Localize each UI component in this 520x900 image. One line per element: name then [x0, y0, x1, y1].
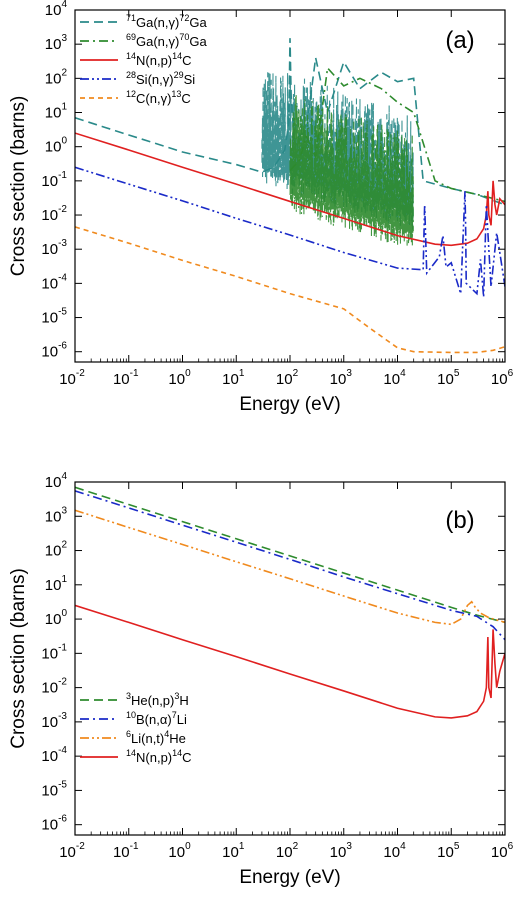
x-tick-label: 102 — [276, 368, 299, 388]
series-line-c-4 — [75, 226, 505, 354]
x-axis-label: Energy (eV) — [239, 867, 340, 888]
legend-entry: 14N(n,p)14C — [126, 748, 192, 765]
y-tick-label: 10-1 — [41, 642, 67, 662]
panel-label: (b) — [445, 507, 474, 534]
y-tick-label: 10-4 — [41, 745, 67, 765]
y-tick-label: 10-5 — [41, 307, 67, 327]
y-tick-label: 104 — [45, 471, 68, 491]
y-tick-label: 10-6 — [41, 814, 67, 834]
x-tick-label: 106 — [491, 841, 514, 861]
series-group — [75, 486, 505, 719]
x-tick-label: 10-2 — [59, 368, 85, 388]
x-tick-label: 100 — [168, 368, 191, 388]
x-tick-label: 103 — [330, 368, 353, 388]
x-tick-label: 10-2 — [59, 841, 85, 861]
y-tick-label: 101 — [45, 574, 68, 594]
series-line-c-3 — [75, 604, 505, 719]
legend-entry: 28Si(n,γ)29Si — [126, 70, 195, 87]
y-tick-label: 10-3 — [41, 711, 67, 731]
legend-entry: 6Li(n,t)4He — [126, 729, 186, 746]
x-tick-label: 100 — [168, 841, 191, 861]
panel-label: (a) — [445, 27, 474, 54]
resonance-forest-1 — [289, 95, 414, 246]
series-line-h-0 — [75, 486, 505, 624]
y-tick-label: 103 — [45, 505, 68, 525]
y-tick-label: 10-1 — [41, 170, 67, 190]
legend-entry: 10B(n,α)7Li — [126, 710, 187, 727]
y-tick-label: 102 — [45, 67, 68, 87]
legend-entry: 14N(n,p)14C — [126, 51, 192, 68]
y-tick-label: 10-2 — [41, 204, 67, 224]
legend-entry: 71Ga(n,γ)72Ga — [126, 13, 207, 30]
x-tick-label: 103 — [330, 841, 353, 861]
series-line-he-2 — [75, 509, 505, 626]
x-tick-label: 104 — [383, 368, 406, 388]
x-tick-label: 106 — [491, 368, 514, 388]
legend-entry: 12C(n,γ)13C — [126, 89, 191, 106]
legend-entry: 69Ga(n,γ)70Ga — [126, 32, 207, 49]
series-line-li-1 — [75, 490, 505, 641]
series-line-ga-1 — [289, 66, 505, 203]
y-tick-label: 10-6 — [41, 341, 67, 361]
series-line-c-2 — [75, 132, 505, 247]
panel-b-chart: 10-2 10-1 100 101 102 103 104 105 106 10-6 10-5 10-… — [8, 471, 514, 888]
series-group — [75, 38, 505, 354]
plot-frame — [74, 481, 506, 836]
y-axis-label: Cross section (barns) — [8, 96, 29, 277]
x-tick-label: 101 — [222, 841, 245, 861]
series-line-si-3 — [75, 166, 505, 298]
y-tick-label: 10-2 — [41, 677, 67, 697]
series-line-ga-0 — [75, 38, 505, 206]
x-tick-label: 102 — [276, 841, 299, 861]
panel-a-chart: 10-2 10-1 100 101 102 103 104 105 106 10-6 10-5 10-… — [8, 0, 514, 415]
legend-entry: 3He(n,p)3H — [126, 691, 189, 708]
y-tick-label: 102 — [45, 540, 68, 560]
x-tick-label: 105 — [437, 841, 460, 861]
x-axis-label: Energy (eV) — [239, 394, 340, 415]
x-tick-label: 10-1 — [113, 368, 139, 388]
x-tick-label: 10-1 — [113, 841, 139, 861]
y-tick-label: 104 — [45, 0, 68, 19]
x-tick-label: 105 — [437, 368, 460, 388]
y-tick-label: 100 — [45, 608, 68, 628]
y-axis-label: Cross section (barns) — [8, 568, 29, 749]
y-tick-label: 103 — [45, 33, 68, 53]
y-tick-label: 100 — [45, 136, 68, 156]
y-tick-label: 101 — [45, 102, 68, 122]
x-tick-label: 101 — [222, 368, 245, 388]
x-tick-label: 104 — [383, 841, 406, 861]
y-tick-label: 10-5 — [41, 779, 67, 799]
y-tick-label: 10-3 — [41, 238, 67, 258]
y-tick-label: 10-4 — [41, 272, 67, 292]
